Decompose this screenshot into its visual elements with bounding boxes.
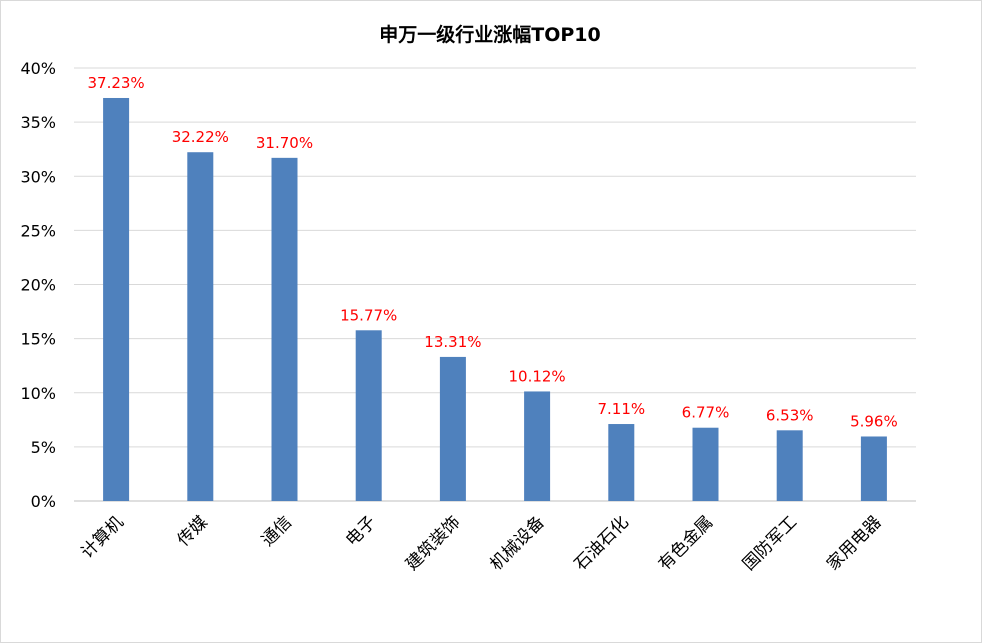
bar: [524, 391, 551, 501]
bar: [103, 97, 130, 501]
bar: [608, 424, 635, 501]
bar: [187, 152, 214, 501]
y-tick-label: 30%: [20, 167, 56, 186]
y-axis-ticks: 0% 5% 10% 15% 20% 25% 30% 35% 40%: [20, 59, 56, 511]
data-label: 10.12%: [508, 367, 565, 385]
y-tick-label: 20%: [20, 276, 56, 295]
data-label: 31.70%: [256, 134, 313, 152]
y-tick-label: 0%: [31, 492, 56, 511]
data-labels: 37.23% 32.22% 31.70% 15.77% 13.31% 10.12% 7.11…: [87, 74, 897, 430]
data-label: 5.96%: [850, 412, 898, 430]
y-tick-label: 25%: [20, 221, 56, 240]
x-tick-label: 石油石化: [571, 512, 633, 574]
x-tick-label: 建筑装饰: [402, 512, 464, 574]
y-tick-label: 15%: [20, 330, 56, 349]
x-tick-label: 传媒: [174, 512, 212, 550]
y-tick-label: 40%: [20, 59, 56, 78]
data-label: 15.77%: [340, 306, 397, 324]
bar: [692, 427, 719, 501]
x-tick-label: 通信: [258, 512, 296, 550]
y-tick-label: 5%: [31, 438, 56, 457]
x-tick-label: 电子: [342, 512, 380, 550]
data-label: 37.23%: [87, 74, 144, 92]
bar: [271, 157, 298, 501]
y-tick-label: 10%: [20, 384, 56, 403]
data-label: 7.11%: [597, 400, 645, 418]
x-tick-label: 机械设备: [486, 512, 548, 574]
bar: [355, 330, 382, 501]
x-tick-label: 有色金属: [655, 512, 717, 574]
x-tick-label: 国防军工: [739, 512, 801, 574]
bar: [860, 436, 887, 501]
bar: [439, 356, 466, 501]
bars: [103, 97, 887, 501]
y-tick-label: 35%: [20, 113, 56, 132]
x-tick-label: 计算机: [77, 512, 127, 562]
chart-title: 申万一级行业涨幅TOP10: [379, 23, 600, 46]
x-tick-label: 家用电器: [823, 512, 885, 574]
data-label: 6.77%: [682, 404, 730, 422]
gridlines: [74, 67, 916, 502]
data-label: 6.53%: [766, 406, 814, 424]
bar: [776, 430, 803, 501]
data-label: 32.22%: [172, 128, 229, 146]
data-label: 13.31%: [424, 333, 481, 351]
x-axis-ticks: 计算机 传媒 通信 电子 建筑装饰 机械设备 石油石化 有色金属 国防军工 家用电器: [77, 512, 885, 574]
